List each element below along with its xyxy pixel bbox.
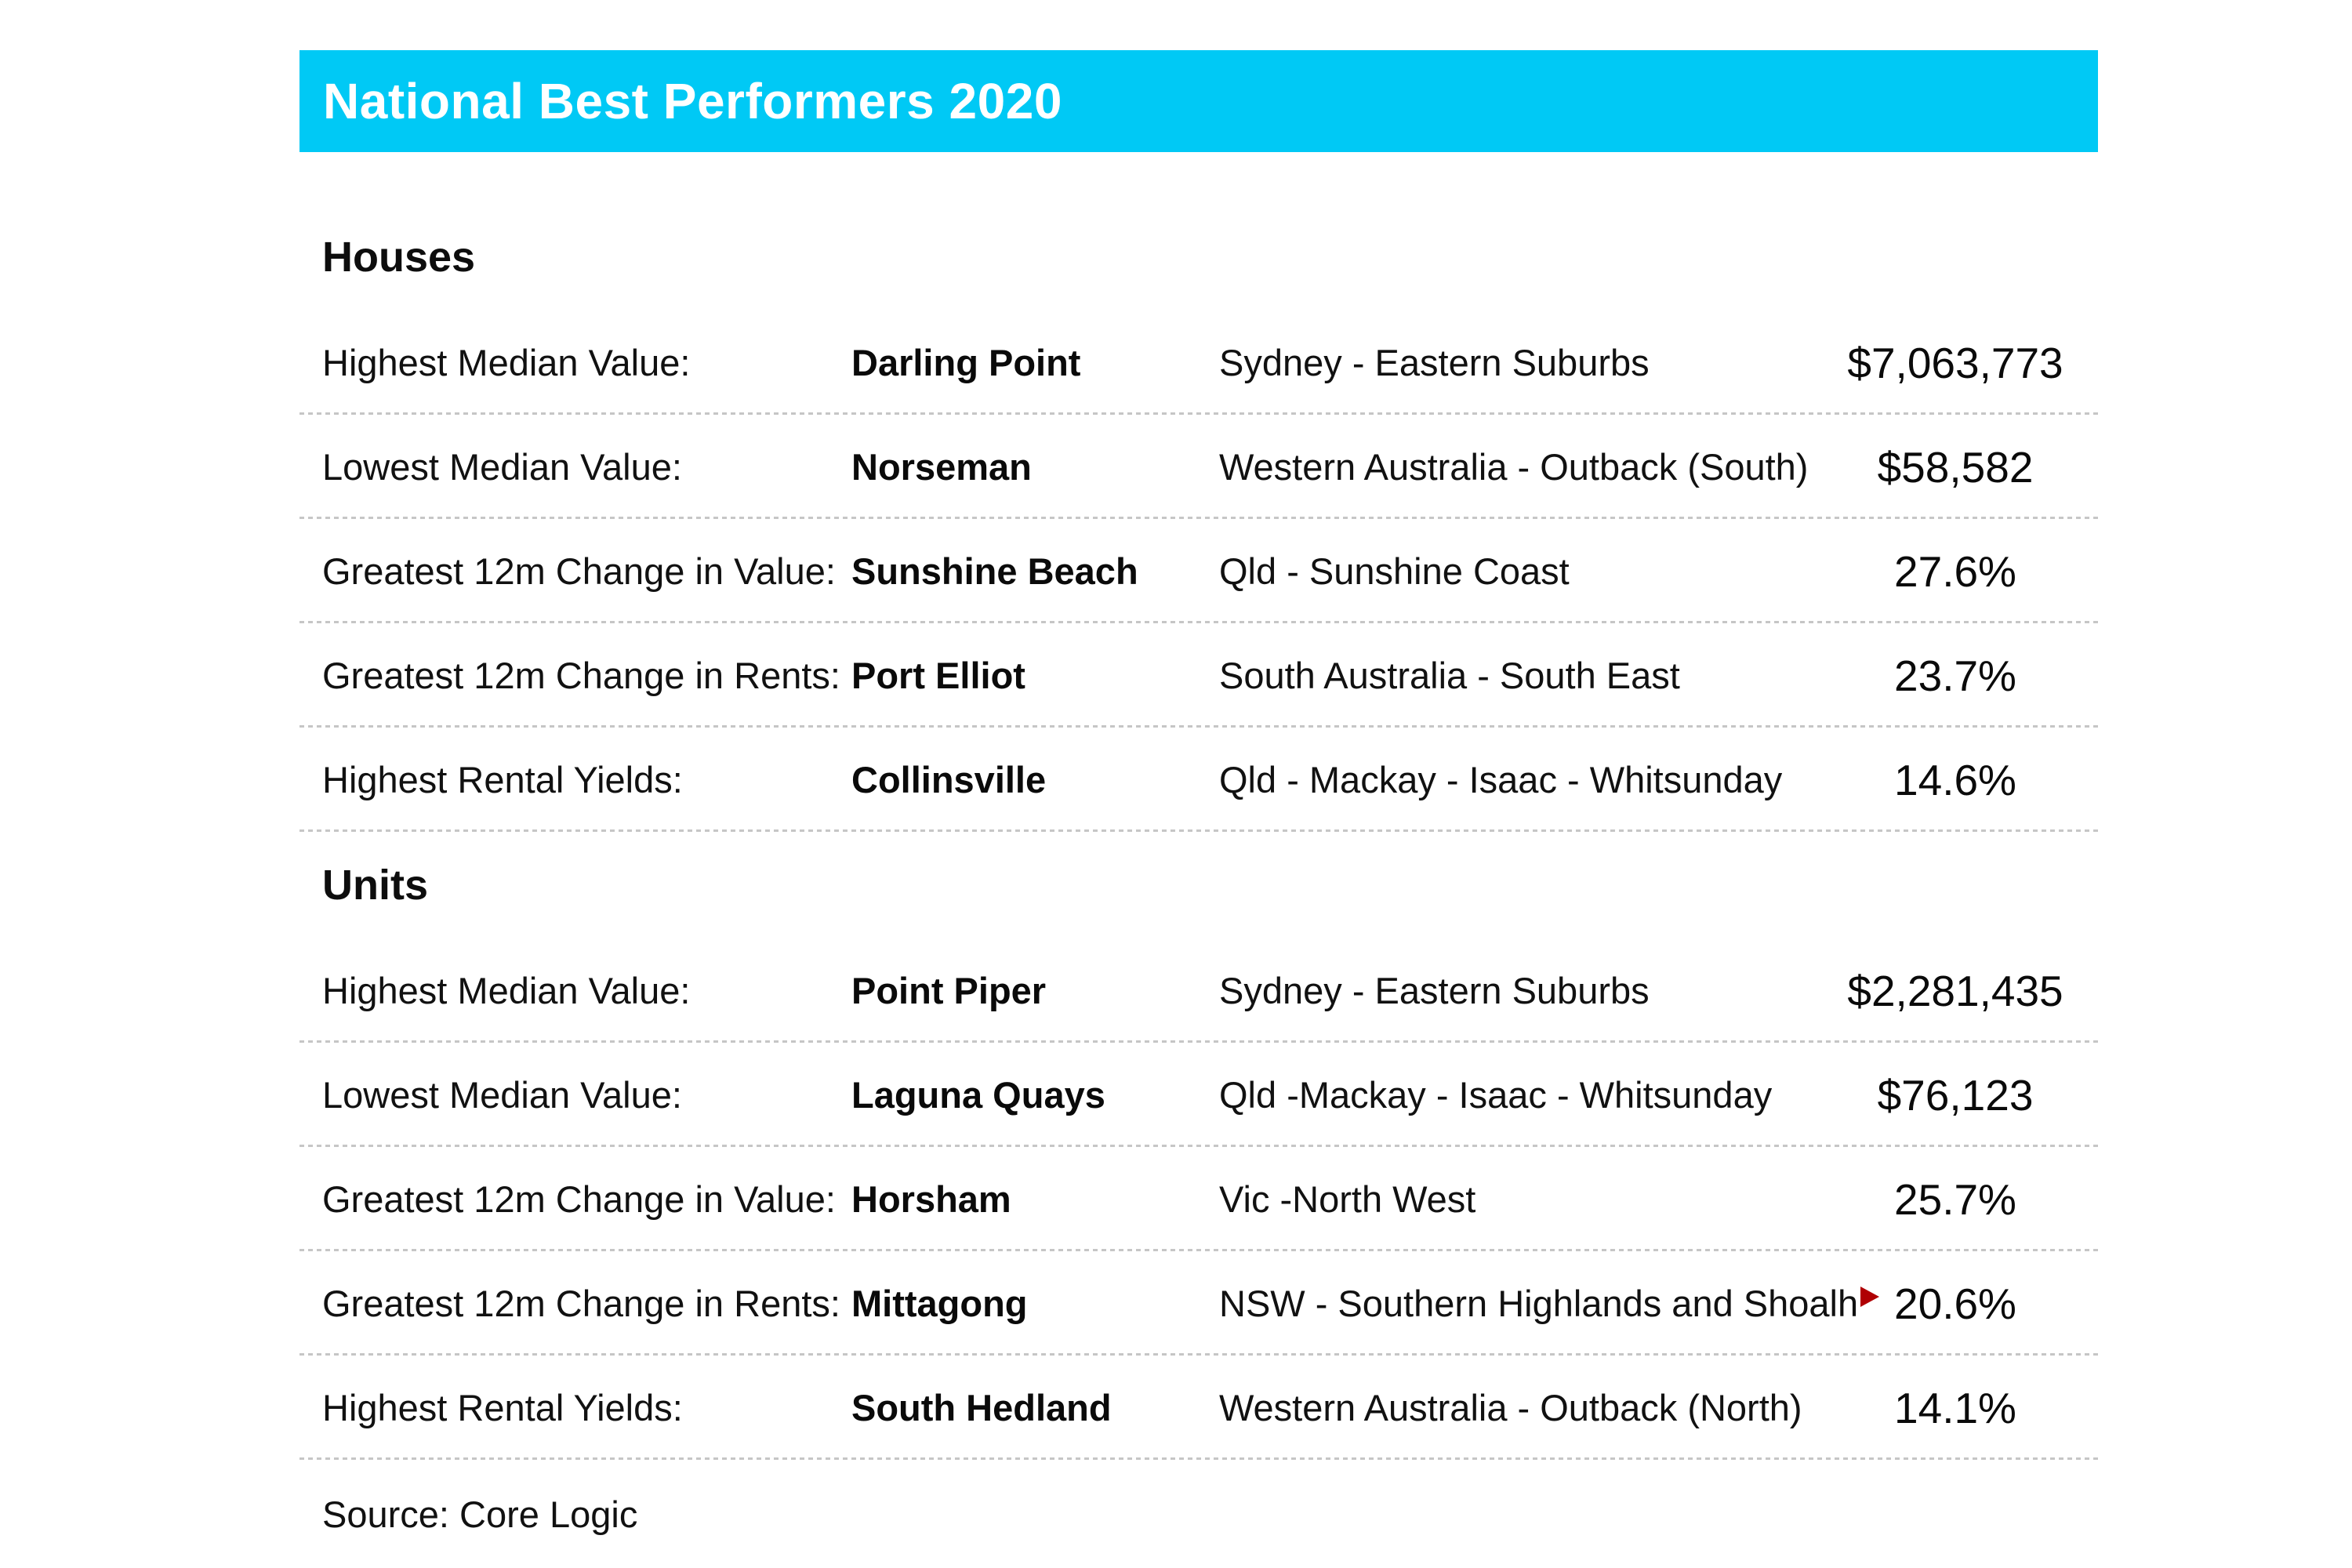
page-title: National Best Performers 2020	[323, 73, 1062, 129]
section-heading-houses: Houses	[322, 234, 476, 281]
suburb-name: Sunshine Beach	[851, 550, 1138, 592]
text-overflow-arrow-icon	[1860, 1287, 1880, 1307]
suburb-name: Darling Point	[851, 342, 1081, 383]
suburb-name: Collinsville	[851, 759, 1047, 800]
suburb-name: Point Piper	[851, 970, 1047, 1011]
value: 27.6%	[1894, 546, 2016, 596]
value: $58,582	[1877, 442, 2034, 492]
suburb-name: Laguna Quays	[851, 1074, 1105, 1116]
region-text: NSW - Southern Highlands and Shoalh	[1219, 1283, 1859, 1324]
region-name: South Australia - South East	[1219, 655, 1680, 696]
table-row: Highest Rental Yields: Collinsville Qld …	[299, 728, 2098, 832]
title-bar: National Best Performers 2020	[299, 50, 2098, 152]
suburb-name: Mittagong	[851, 1283, 1028, 1324]
suburb-name: Horsham	[851, 1178, 1011, 1220]
section-heading-units: Units	[322, 862, 428, 909]
table-row: Highest Median Value: Point Piper Sydney…	[299, 938, 2098, 1043]
value: 20.6%	[1894, 1279, 2016, 1328]
value: 14.1%	[1894, 1383, 2016, 1432]
region-name: Qld - Mackay - Isaac - Whitsunday	[1219, 759, 1783, 800]
region-name: Sydney - Eastern Suburbs	[1219, 970, 1650, 1011]
region-name: Vic -North West	[1219, 1178, 1476, 1220]
table-row: Highest Rental Yields: South Hedland Wes…	[299, 1356, 2098, 1460]
best-performers-table: Houses Highest Median Value: Darling Poi…	[299, 152, 2098, 1568]
table-row: Highest Median Value: Darling Point Sydn…	[299, 310, 2098, 415]
region-name: Qld - Sunshine Coast	[1219, 550, 1570, 592]
value: 23.7%	[1894, 651, 2016, 700]
metric-label: Highest Median Value:	[322, 342, 691, 383]
region-name: Western Australia - Outback (South)	[1219, 446, 1809, 488]
suburb-name: Port Elliot	[851, 655, 1025, 696]
table-row: Greatest 12m Change in Rents: Port Ellio…	[299, 623, 2098, 728]
value: $7,063,773	[1847, 338, 2063, 387]
region-name: NSW - Southern Highlands and Shoalh	[1219, 1282, 1880, 1325]
table-row: Greatest 12m Change in Rents: Mittagong …	[299, 1251, 2098, 1356]
value: 25.7%	[1894, 1174, 2016, 1224]
metric-label: Greatest 12m Change in Rents:	[322, 655, 840, 696]
metric-label: Greatest 12m Change in Value:	[322, 1178, 836, 1220]
metric-label: Highest Rental Yields:	[322, 1387, 683, 1428]
metric-label: Highest Median Value:	[322, 970, 691, 1011]
value: 14.6%	[1894, 755, 2016, 804]
table-row: Lowest Median Value: Norseman Western Au…	[299, 415, 2098, 519]
source-note: Source: Core Logic	[322, 1493, 638, 1535]
table-row: Greatest 12m Change in Value: Horsham Vi…	[299, 1147, 2098, 1251]
metric-label: Lowest Median Value:	[322, 446, 682, 488]
table-row: Lowest Median Value: Laguna Quays Qld -M…	[299, 1043, 2098, 1147]
metric-label: Lowest Median Value:	[322, 1074, 682, 1116]
region-name: Sydney - Eastern Suburbs	[1219, 342, 1650, 383]
metric-label: Highest Rental Yields:	[322, 759, 683, 800]
region-name: Western Australia - Outback (North)	[1219, 1387, 1802, 1428]
table-row: Greatest 12m Change in Value: Sunshine B…	[299, 519, 2098, 623]
suburb-name: Norseman	[851, 446, 1032, 488]
value: $2,281,435	[1847, 966, 2063, 1015]
value: $76,123	[1877, 1070, 2034, 1120]
metric-label: Greatest 12m Change in Rents:	[322, 1283, 840, 1324]
suburb-name: South Hedland	[851, 1387, 1112, 1428]
metric-label: Greatest 12m Change in Value:	[322, 550, 836, 592]
region-name: Qld -Mackay - Isaac - Whitsunday	[1219, 1074, 1773, 1116]
